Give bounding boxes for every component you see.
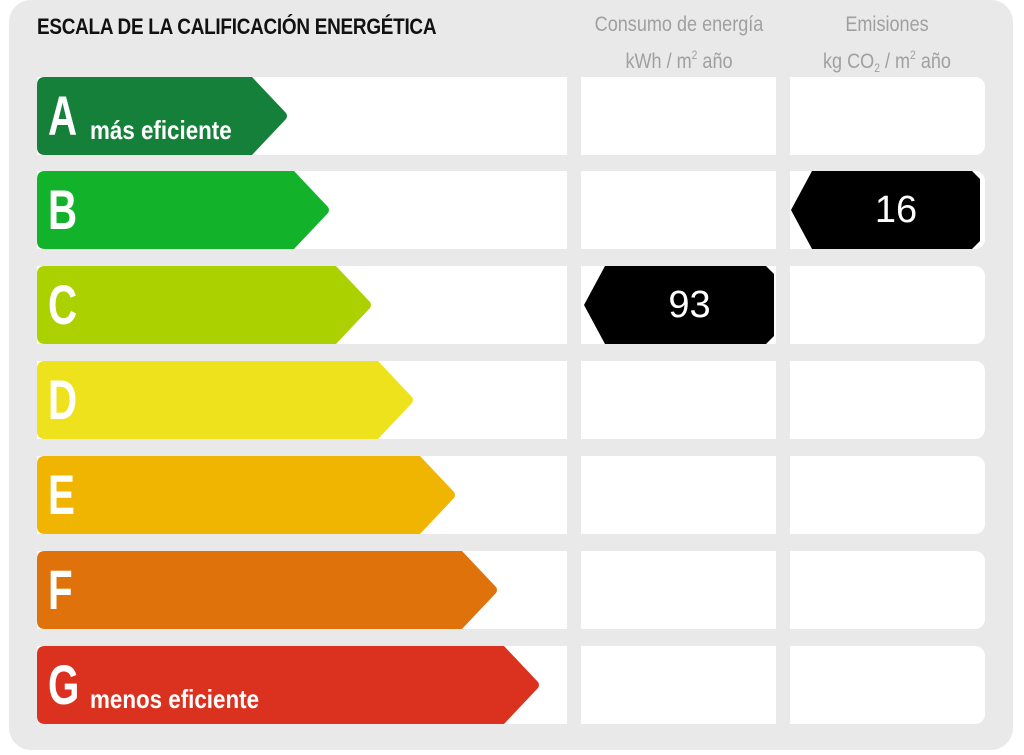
- consumo-cell-g: [581, 646, 776, 724]
- rating-sublabel-a: más eficiente: [90, 115, 232, 145]
- rating-sublabel-g: menos eficiente: [90, 684, 260, 714]
- emisiones-cell-a: [790, 77, 985, 155]
- rating-letter-a: A: [48, 84, 78, 147]
- column-header-emisiones: Emisiones kg CO2 / m2 año: [801, 9, 973, 84]
- rating-letter-d: D: [48, 368, 78, 431]
- emisiones-title: Emisiones: [845, 13, 929, 36]
- rating-letter-e: E: [48, 463, 75, 526]
- emisiones-marker-value: 16: [874, 189, 918, 231]
- rating-letter-f: F: [48, 558, 73, 621]
- chart-title: ESCALA DE LA CALIFICACIÓN ENERGÉTICA: [37, 14, 437, 39]
- consumo-cell-f: [581, 551, 776, 629]
- column-header-consumo: Consumo de energía kWh / m2 año: [593, 9, 765, 77]
- emisiones-cell-e: [790, 456, 985, 534]
- consumo-title: Consumo de energía: [594, 13, 764, 36]
- consumo-cell-d: [581, 361, 776, 439]
- emisiones-cell-f: [790, 551, 985, 629]
- consumo-marker-value: 93: [668, 284, 711, 326]
- rating-letter-b: B: [48, 178, 78, 241]
- rating-letter-g: G: [48, 653, 80, 716]
- rating-letter-c: C: [48, 273, 78, 336]
- emisiones-unit: kg CO2 / m2 año: [823, 48, 951, 75]
- consumo-cell-a: [581, 77, 776, 155]
- emisiones-cell-g: [790, 646, 985, 724]
- emisiones-cell-c: [790, 266, 985, 344]
- consumo-unit: kWh / m2 año: [625, 48, 733, 73]
- consumo-cell-b: [581, 171, 776, 249]
- emisiones-cell-d: [790, 361, 985, 439]
- consumo-cell-e: [581, 456, 776, 534]
